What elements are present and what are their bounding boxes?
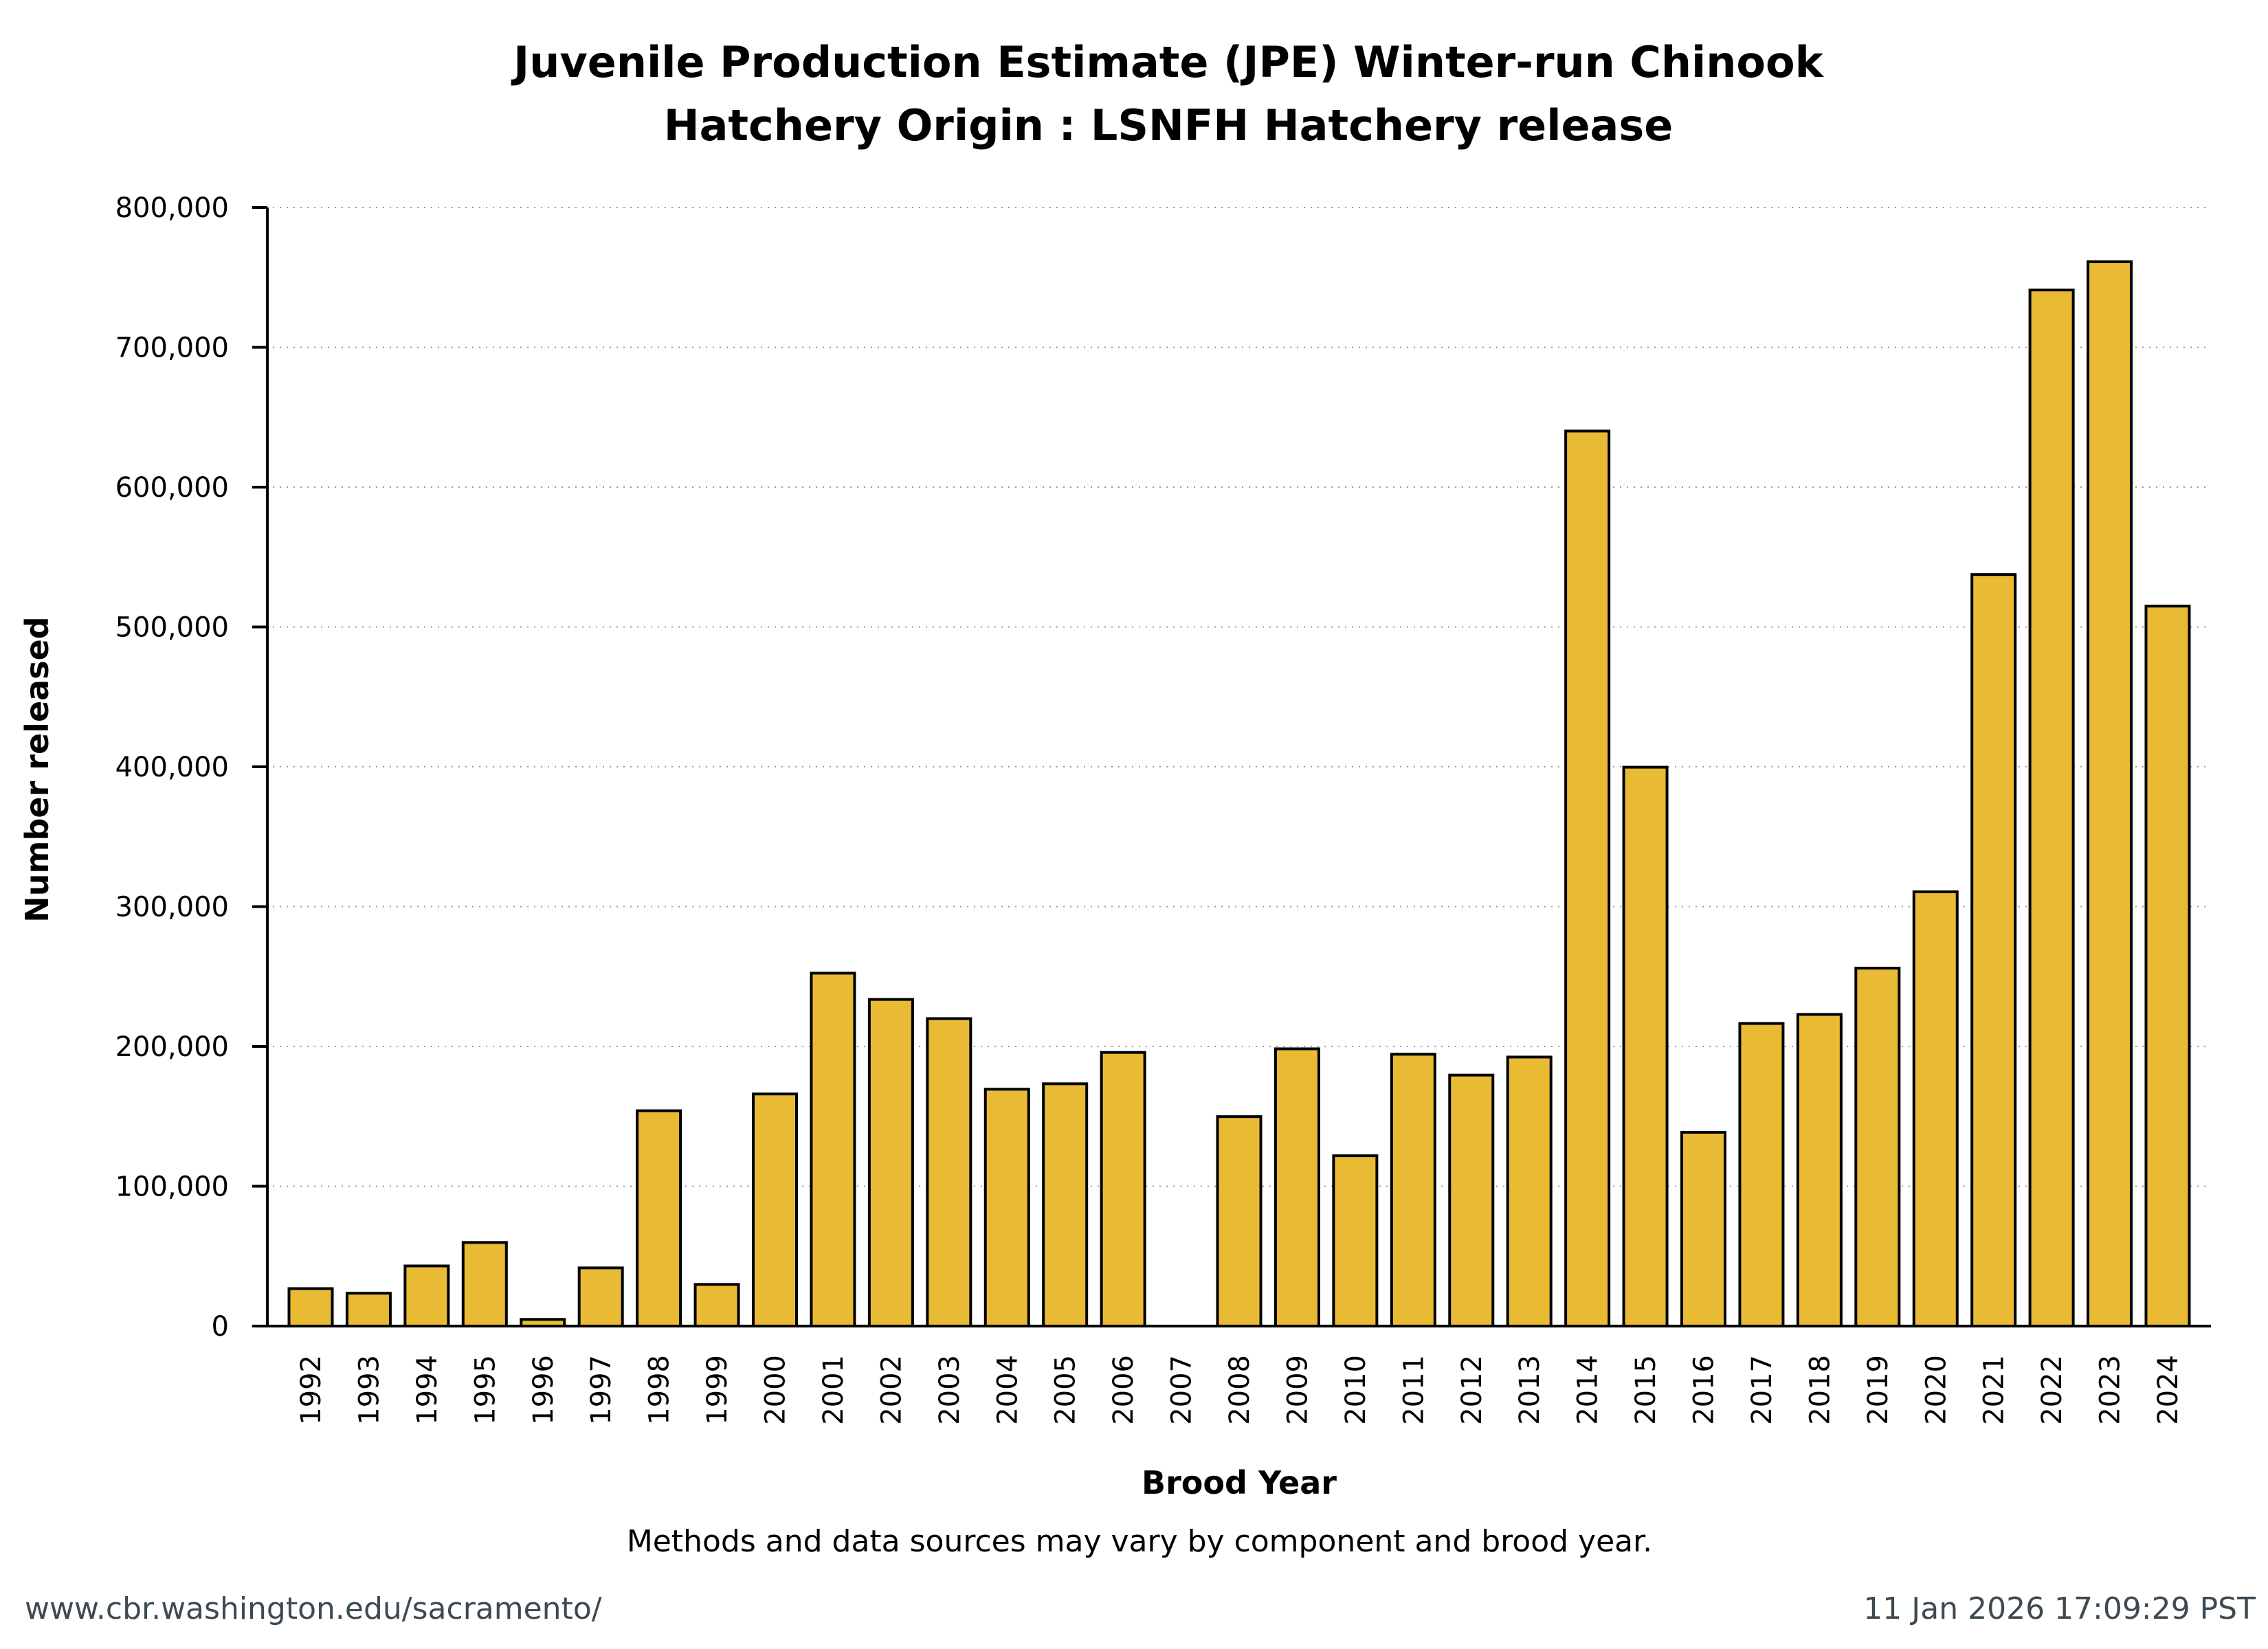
bar-2020 — [1912, 890, 1959, 1327]
x-tick-label: 2020 — [1920, 1355, 1952, 1425]
x-tick-label: 1995 — [469, 1355, 501, 1425]
bar-2006 — [1100, 1051, 1146, 1327]
x-tick-label: 1997 — [586, 1355, 617, 1425]
x-tick-label: 2000 — [760, 1355, 792, 1425]
bar-2011 — [1390, 1053, 1436, 1327]
x-tick-label: 2011 — [1398, 1355, 1430, 1425]
bar-2024 — [2144, 605, 2191, 1328]
bar-2019 — [1854, 967, 1901, 1328]
x-tick-label: 2019 — [1863, 1355, 1894, 1425]
bar-2001 — [810, 972, 856, 1327]
y-axis-title: Number released — [19, 616, 56, 922]
x-tick-label: 2008 — [1224, 1355, 1256, 1425]
bar-2012 — [1448, 1073, 1495, 1328]
y-tick-label: 0 — [212, 1311, 229, 1343]
y-tick-label: 500,000 — [115, 612, 229, 644]
y-tick-label: 200,000 — [115, 1031, 229, 1063]
x-tick-label: 2002 — [876, 1355, 907, 1425]
y-tick-label: 100,000 — [115, 1171, 229, 1203]
x-tick-label: 2007 — [1166, 1355, 1198, 1425]
bar-1993 — [345, 1292, 392, 1327]
bar-2023 — [2087, 260, 2133, 1327]
x-tick-label: 2005 — [1050, 1355, 1082, 1425]
bar-1999 — [693, 1283, 740, 1328]
bar-2003 — [926, 1017, 972, 1328]
x-tick-label: 2016 — [1689, 1355, 1720, 1425]
x-tick-label: 2006 — [1108, 1355, 1139, 1425]
chart-title: Juvenile Production Estimate (JPE) Winte… — [511, 37, 1824, 87]
x-tick-label: 2024 — [2153, 1355, 2184, 1425]
bar-2010 — [1332, 1154, 1379, 1327]
x-tick-label: 1996 — [528, 1355, 559, 1425]
x-tick-label: 2021 — [1979, 1355, 2010, 1425]
chart-subtitle: Hatchery Origin : LSNFH Hatchery release — [664, 100, 1674, 150]
x-tick-label: 2023 — [2095, 1355, 2126, 1425]
y-tick-label: 800,000 — [115, 192, 229, 224]
bar-1998 — [636, 1109, 682, 1327]
bar-1997 — [577, 1266, 624, 1327]
x-axis-ticks: 1992 1993 1994 1995 1996 1997 1998 1999 2000 2001… — [296, 1355, 2184, 1425]
bar-1994 — [403, 1264, 450, 1327]
x-tick-label: 2015 — [1630, 1355, 1662, 1425]
x-tick-label: 1992 — [296, 1355, 327, 1425]
bar-2004 — [983, 1088, 1030, 1327]
bar-1995 — [461, 1241, 508, 1328]
bar-2000 — [752, 1092, 798, 1327]
x-tick-label: 2001 — [818, 1355, 849, 1425]
bar-2002 — [867, 998, 914, 1328]
bars — [287, 260, 2191, 1328]
x-tick-label: 1999 — [702, 1355, 733, 1425]
bar-2021 — [1970, 573, 2017, 1327]
x-tick-label: 2010 — [1340, 1355, 1372, 1425]
bar-2009 — [1274, 1047, 1320, 1327]
x-tick-label: 2003 — [934, 1355, 966, 1425]
bar-2008 — [1216, 1115, 1263, 1327]
y-tick-label: 300,000 — [115, 892, 229, 923]
footer-timestamp: 11 Jan 2026 17:09:29 PST — [1863, 1591, 2256, 1626]
x-tick-label: 2012 — [1456, 1355, 1488, 1425]
x-tick-label: 2013 — [1514, 1355, 1546, 1425]
bar-2015 — [1622, 765, 1669, 1327]
y-axis-ticks: 0 100,000 200,000 300,000 400,000 500,000 600,… — [115, 192, 267, 1343]
x-tick-label: 2004 — [992, 1355, 1023, 1425]
y-tick-label: 600,000 — [115, 472, 229, 504]
bar-2016 — [1680, 1130, 1726, 1327]
bar-2013 — [1506, 1055, 1553, 1327]
x-tick-label: 1998 — [644, 1355, 676, 1425]
gridlines — [273, 207, 2211, 1187]
bar-2022 — [2028, 289, 2075, 1328]
bar-2005 — [1042, 1082, 1089, 1327]
x-axis-title: Brood Year — [1142, 1464, 1337, 1501]
x-tick-label: 2022 — [2036, 1355, 2068, 1425]
x-tick-label: 1993 — [353, 1355, 385, 1425]
y-tick-label: 700,000 — [115, 333, 229, 364]
x-tick-label: 2017 — [1746, 1355, 1778, 1425]
bar-1992 — [287, 1287, 334, 1328]
x-tick-label: 2018 — [1804, 1355, 1836, 1425]
y-tick-label: 400,000 — [115, 752, 229, 783]
footer-url[interactable]: www.cbr.washington.edu/sacramento/ — [25, 1591, 602, 1626]
x-tick-label: 2014 — [1572, 1355, 1604, 1425]
x-tick-label: 1994 — [412, 1355, 443, 1425]
methods-note: Methods and data sources may vary by com… — [627, 1524, 1652, 1559]
bar-2018 — [1796, 1013, 1843, 1328]
bar-2014 — [1564, 429, 1611, 1327]
bar-2017 — [1738, 1022, 1785, 1327]
x-tick-label: 2009 — [1282, 1355, 1313, 1425]
